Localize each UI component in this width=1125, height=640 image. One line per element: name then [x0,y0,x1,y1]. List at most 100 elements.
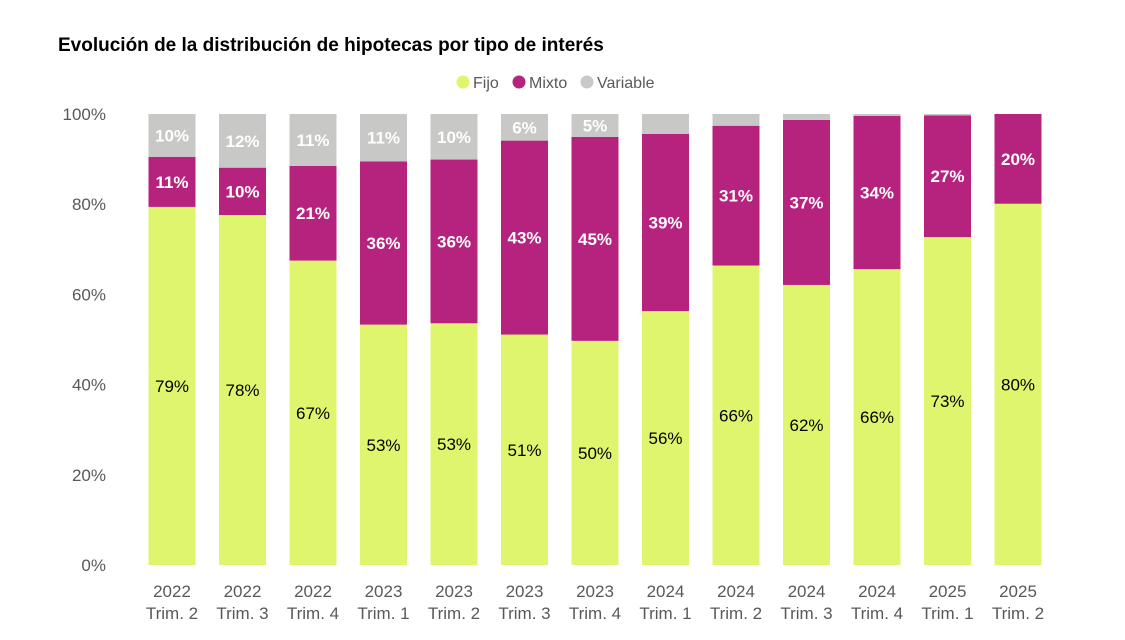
data-label-mixto: 45% [578,230,612,249]
data-label-mixto: 10% [225,182,259,201]
bars: 79% 11% 10% 78% 10% 12% 67% 21% 11% 53% 36% 11% 53% 3… [148,114,1042,566]
y-tick-label: 60% [72,285,106,304]
x-tick-quarter: Trim. 2 [710,604,762,623]
data-label-fijo: 66% [719,406,753,425]
bar-segment-fijo [430,323,478,565]
data-label-fijo: 53% [437,435,471,454]
data-label-fijo: 79% [155,377,189,396]
legend-marker-fijo [456,75,470,89]
bar-segment-variable [219,114,266,168]
bar-group: 67% 21% 11% [289,114,337,565]
bar-segment-mixto [924,115,971,238]
data-label-variable: 11% [296,131,329,150]
bar-segment-fijo [994,203,1042,565]
data-label-variable: 11% [367,129,400,148]
data-label-variable: 10% [155,126,189,145]
y-tick-label: 100% [63,105,106,124]
legend: Fijo Mixto Variable [456,75,655,92]
bar-segment-mixto [289,165,337,261]
bar-segment-mixto [712,125,760,266]
data-label-fijo: 73% [930,392,964,411]
data-label-mixto: 39% [648,213,682,232]
x-tick-year: 2023 [506,582,544,601]
data-label-mixto: 36% [366,234,400,253]
bar-segment-fijo [289,260,337,565]
bar-group: 53% 36% 10% [430,114,478,565]
bar-segment-variable [924,114,971,116]
data-label-fijo: 53% [366,436,400,455]
bar-segment-fijo [712,265,760,565]
x-tick-year: 2022 [224,582,262,601]
bar-segment-mixto [360,161,407,325]
data-label-mixto: 20% [1001,150,1035,169]
bar-segment-variable [642,114,689,134]
bar-group: 50% 45% 5% [571,114,619,565]
data-label-fijo: 78% [225,381,259,400]
data-label-mixto: 21% [296,204,330,223]
bar-segment-fijo [360,324,407,565]
bar-segment-mixto [148,156,196,207]
data-label-fijo: 80% [1001,375,1035,394]
data-label-variable: 5% [583,117,608,136]
bar-segment-mixto [783,119,830,285]
data-label-fijo: 66% [860,408,894,427]
x-tick-year: 2025 [999,582,1037,601]
x-tick-quarter: Trim. 2 [992,604,1044,623]
data-label-fijo: 67% [296,404,330,423]
x-tick-quarter: Trim. 3 [498,604,550,623]
bar-group: 78% 10% 12% [219,114,266,566]
data-label-mixto: 31% [719,187,753,206]
data-label-variable: 10% [437,128,471,147]
bar-segment-fijo [853,269,901,565]
bar-segment-variable [783,114,830,120]
x-tick-year: 2024 [788,582,826,601]
data-label-fijo: 51% [507,441,541,460]
bar-segment-mixto [571,137,619,341]
x-tick-quarter: Trim. 2 [428,604,480,623]
y-tick-label: 20% [72,466,106,485]
bar-segment-variable [148,114,196,157]
bar-segment-variable [571,114,619,138]
bar-group: 66% 31% [712,114,760,565]
bar-group: 79% 11% 10% [148,114,196,565]
bar-segment-mixto [994,114,1042,204]
bar-group: 53% 36% 11% [360,114,407,565]
x-tick-quarter: Trim. 4 [569,604,621,623]
data-label-mixto: 36% [437,232,471,251]
bar-segment-mixto [501,140,548,335]
x-tick-year: 2025 [929,582,967,601]
bar-segment-fijo [924,237,971,566]
x-axis: 2022 Trim. 2 2022 Trim. 3 2022 Trim. 4 2023 Tri… [146,582,1044,623]
bar-segment-fijo [219,215,266,566]
bar-segment-mixto [430,159,478,324]
data-label-mixto: 27% [930,167,964,186]
x-tick-year: 2022 [294,582,332,601]
x-tick-year: 2024 [717,582,755,601]
bar-segment-variable [430,114,478,160]
x-tick-quarter: Trim. 3 [216,604,268,623]
data-label-variable: 6% [512,118,537,137]
y-axis: 0% 20% 40% 60% 80% 100% [63,105,106,575]
x-tick-year: 2023 [576,582,614,601]
bar-group: 51% 43% 6% [501,114,548,565]
legend-label-fijo: Fijo [473,75,499,92]
chart-title: Evolución de la distribución de hipoteca… [58,35,604,56]
bar-group: 62% 37% [783,114,830,565]
x-tick-quarter: Trim. 2 [146,604,198,623]
x-tick-quarter: Trim. 4 [287,604,339,623]
y-tick-label: 80% [72,195,106,214]
data-label-fijo: 50% [578,444,612,463]
x-tick-year: 2023 [365,582,403,601]
x-tick-year: 2024 [858,582,896,601]
x-tick-year: 2023 [435,582,473,601]
y-tick-label: 0% [81,556,106,575]
x-tick-quarter: Trim. 1 [639,604,691,623]
x-tick-quarter: Trim. 1 [921,604,973,623]
data-label-variable: 12% [225,132,259,151]
bar-segment-variable [501,114,548,141]
bar-group: 80% 20% [994,114,1042,565]
bar-segment-fijo [501,334,548,565]
legend-marker-variable [580,75,594,89]
bar-segment-variable [360,114,407,162]
